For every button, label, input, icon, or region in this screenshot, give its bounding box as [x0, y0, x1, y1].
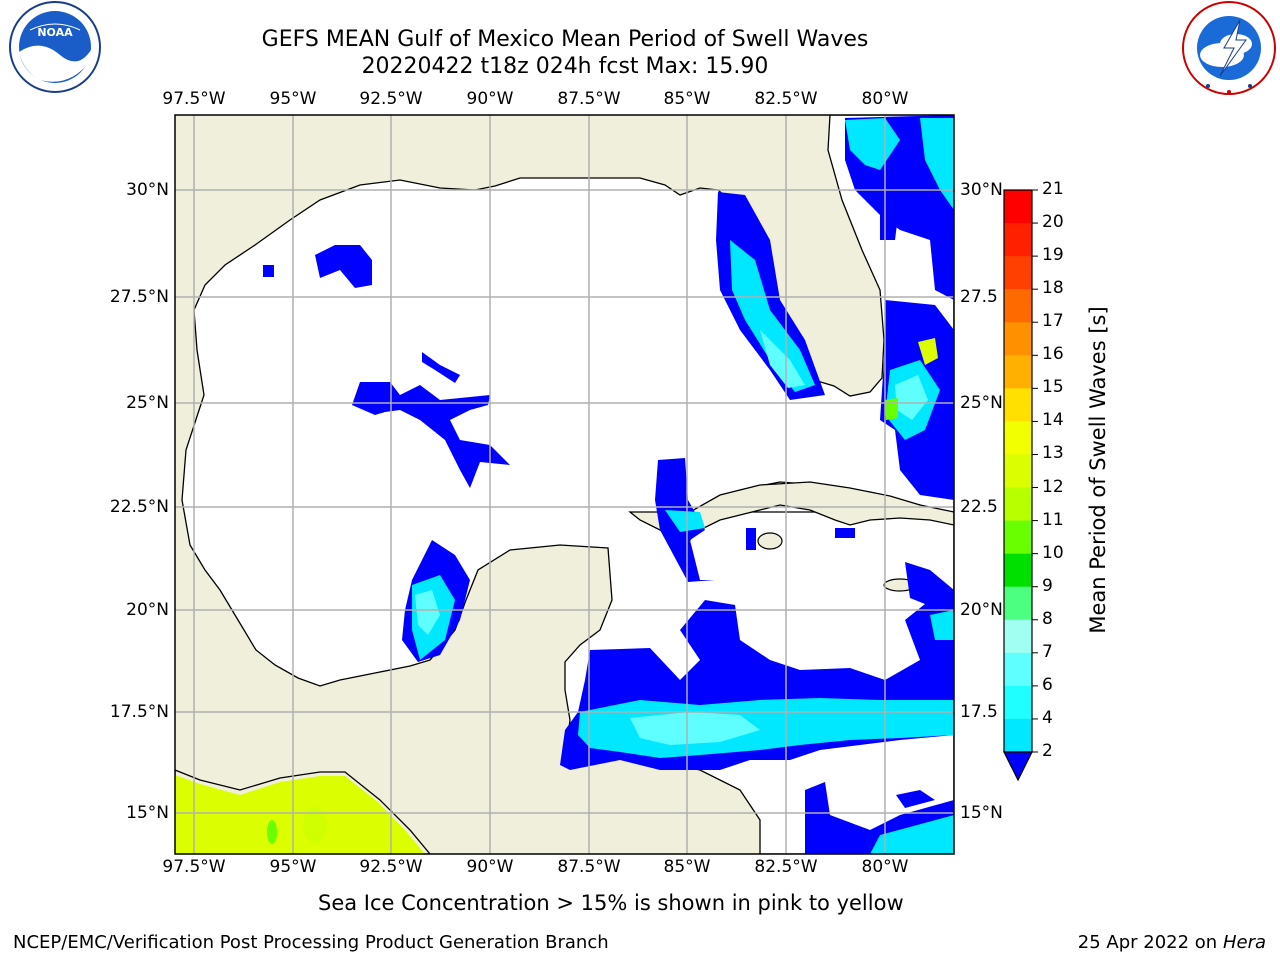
colorbar-segment — [1004, 454, 1032, 489]
colorbar-extend-arrow — [1003, 751, 1033, 782]
lat-tick-left: 15°N — [126, 803, 169, 823]
lon-tick-top: 85°W — [663, 89, 711, 109]
footer-date: 25 Apr 2022 on Hera — [1078, 932, 1266, 953]
lat-tick-left: 17.5°N — [109, 702, 169, 722]
colorbar-label: Mean Period of Swell Waves [s] — [1086, 306, 1110, 634]
colorbar-segment — [1004, 553, 1032, 588]
colorbar-tick-label: 21 — [1042, 179, 1064, 199]
colorbar-tick-label: 8 — [1042, 608, 1053, 629]
lat-tick-right: 25°N — [960, 393, 1003, 413]
chart-subtitle: 20220422 t18z 024h fcst Max: 15.90 — [361, 54, 769, 79]
colorbar-tick-label: 16 — [1042, 344, 1064, 365]
lon-tick-top: 97.5°W — [162, 89, 226, 109]
colorbar-tick-label: 14 — [1042, 410, 1064, 431]
colorbar-tick-label: 11 — [1042, 509, 1064, 530]
colorbar-segment — [1004, 355, 1032, 389]
lon-tick-bottom: 82.5°W — [754, 857, 818, 877]
colorbar-segment — [1004, 652, 1032, 687]
lat-tick-left: 30°N — [126, 180, 169, 200]
lat-tick-right: 17.5 — [960, 702, 998, 722]
colorbar-segment — [1004, 289, 1032, 323]
lat-tick-left: 22.5°N — [109, 497, 169, 517]
lat-tick-right: 20°N — [960, 600, 1003, 620]
colorbar-tick-label: 10 — [1042, 542, 1064, 563]
colorbar-segment — [1004, 322, 1032, 356]
sea-ice-note: Sea Ice Concentration > 15% is shown in … — [318, 891, 904, 915]
colorbar-tick-label: 19 — [1042, 245, 1064, 266]
colorbar-tick-label: 18 — [1042, 278, 1064, 299]
lon-tick-bottom: 85°W — [663, 857, 711, 877]
colorbar-segment — [1004, 223, 1032, 257]
colorbar-tick-label: 12 — [1042, 476, 1064, 497]
lat-tick-left: 20°N — [126, 600, 169, 620]
lat-tick-left: 25°N — [126, 393, 169, 413]
colorbar-segment — [1004, 190, 1032, 224]
noaa-logo-icon: NOAA — [9, 1, 101, 93]
lon-tick-bottom: 97.5°W — [162, 857, 226, 877]
colorbar-segment — [1004, 487, 1032, 522]
noaa-logo-text: NOAA — [37, 26, 73, 39]
lon-tick-top: 90°W — [466, 89, 514, 109]
graticule — [175, 115, 954, 854]
colorbar-tick-label: 9 — [1042, 575, 1053, 596]
lon-tick-top: 87.5°W — [557, 89, 621, 109]
wave-field — [175, 115, 954, 854]
lon-tick-top: 92.5°W — [359, 89, 423, 109]
lat-tick-left: 27.5°N — [109, 287, 169, 307]
colorbar — [1003, 189, 1038, 782]
colorbar-segment — [1004, 388, 1032, 422]
colorbar-tick-label: 4 — [1042, 707, 1053, 728]
colorbar-segment — [1004, 586, 1032, 621]
colorbar-segment — [1004, 718, 1032, 753]
colorbar-segment — [1004, 685, 1032, 720]
isla-juventud — [757, 532, 783, 550]
colorbar-tick-label: 7 — [1042, 641, 1053, 662]
colorbar-frame — [1003, 189, 1033, 753]
nws-logo-icon — [1182, 1, 1276, 95]
colorbar-tick-label: 17 — [1042, 311, 1064, 332]
lon-tick-bottom: 90°W — [466, 857, 514, 877]
colorbar-segment — [1004, 256, 1032, 290]
colorbar-tick-label: 20 — [1042, 212, 1064, 233]
lat-tick-right: 27.5 — [960, 287, 998, 307]
colorbar-tick-label: 2 — [1042, 741, 1053, 761]
colorbar-segment — [1004, 421, 1032, 455]
lat-tick-right: 15°N — [960, 803, 1003, 823]
colorbar-tick-label: 15 — [1042, 377, 1064, 398]
lon-tick-bottom: 92.5°W — [359, 857, 423, 877]
footer-date-text: 25 Apr 2022 on — [1077, 932, 1223, 953]
colorbar-tick-label: 13 — [1042, 443, 1064, 464]
colorbar-segment — [1004, 619, 1032, 654]
colorbar-segment — [1004, 520, 1032, 555]
lon-tick-bottom: 80°W — [861, 857, 909, 877]
lon-tick-top: 95°W — [269, 89, 317, 109]
lon-tick-bottom: 95°W — [269, 857, 317, 877]
lon-tick-top: 80°W — [861, 89, 909, 109]
lat-tick-right: 22.5 — [960, 497, 998, 517]
lat-tick-right: 30°N — [960, 180, 1003, 200]
lon-tick-top: 82.5°W — [754, 89, 818, 109]
map-panel — [174, 114, 955, 855]
colorbar-tick-label: 6 — [1042, 674, 1053, 695]
chart-title: GEFS MEAN Gulf of Mexico Mean Period of … — [261, 27, 869, 52]
footer-host: Hera — [1222, 932, 1266, 953]
map-frame — [174, 114, 955, 855]
footer-credit: NCEP/EMC/Verification Post Processing Pr… — [13, 932, 609, 953]
lon-tick-bottom: 87.5°W — [557, 857, 621, 877]
